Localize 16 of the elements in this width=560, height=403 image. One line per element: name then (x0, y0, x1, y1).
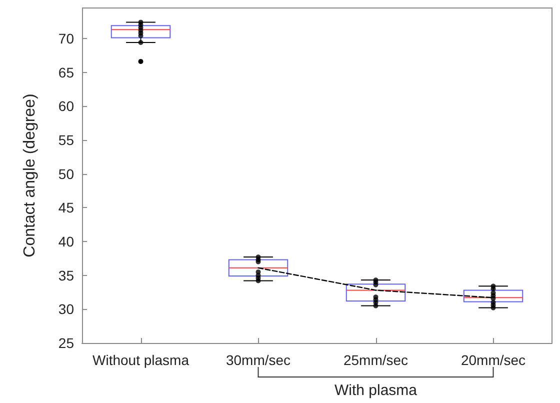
y-tick-label: 30 (58, 301, 74, 318)
y-tick-label: 25 (58, 335, 74, 351)
x-tick-label: 30mm/sec (226, 352, 291, 368)
y-tick-label: 40 (58, 233, 74, 250)
y-tick-label: 70 (58, 30, 74, 46)
y-tick-label: 55 (58, 132, 74, 148)
x-tick-label: 25mm/sec (343, 352, 408, 368)
y-tick-label: 35 (58, 267, 74, 284)
y-tick-label: 60 (58, 98, 74, 114)
y-tick-label: 45 (58, 200, 74, 216)
y-tick-label: 65 (58, 64, 74, 80)
x-tick-label: Without plasma (92, 352, 190, 368)
text: With plasma (334, 382, 418, 399)
x-tick-label: 20mm/sec (460, 352, 526, 368)
y-tick-label: 50 (58, 166, 74, 182)
y-axis-title: Contact angle (degree) (22, 94, 38, 258)
